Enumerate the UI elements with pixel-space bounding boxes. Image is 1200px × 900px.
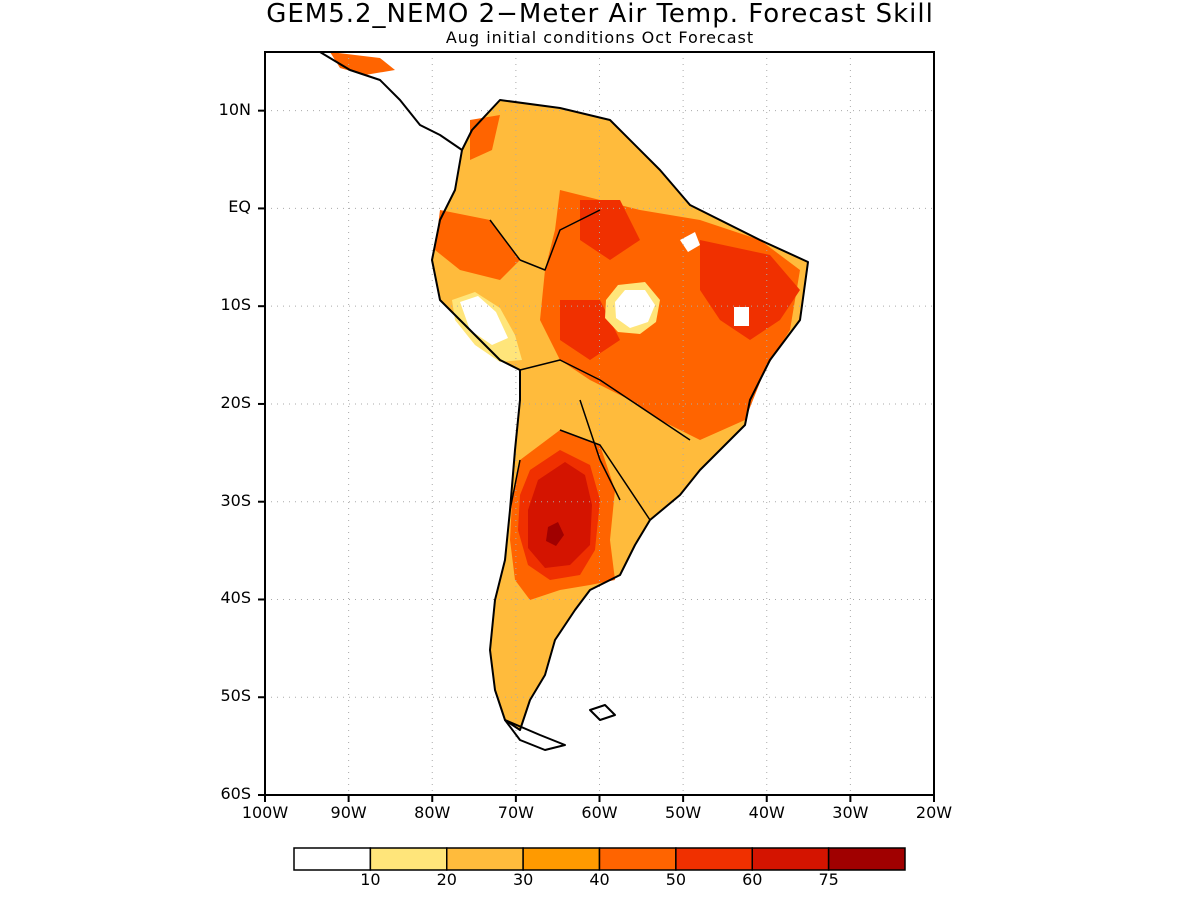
lon-tick-label: 90W (330, 803, 367, 822)
lon-tick-label: 70W (497, 803, 534, 822)
lat-tick-label: EQ (228, 197, 251, 217)
colorbar (293, 847, 906, 871)
skill-50-region-north (470, 115, 500, 160)
colorbar-level-label: 60 (742, 870, 763, 889)
lat-tick-label: 30S (220, 490, 251, 510)
skill-low-region-eq (680, 232, 700, 252)
colorbar-level-label: 50 (665, 870, 687, 889)
skill-max-region-argentina (546, 522, 564, 546)
axis-ticks (258, 109, 935, 802)
lon-tick-label: 50W (665, 803, 702, 822)
colorbar-segment (446, 847, 524, 871)
falklands-coastline (589, 704, 616, 721)
lat-tick-label: 40S (220, 588, 251, 608)
colorbar-segment (827, 847, 906, 871)
south-america-coastline (431, 99, 809, 731)
skill-shading (330, 52, 808, 730)
central-america-coastline (319, 52, 463, 151)
colorbar-segment (598, 847, 677, 871)
skill-low-region-ne (734, 307, 749, 326)
lat-tick-label: 20S (220, 392, 251, 412)
skill-60-region-brazil (700, 240, 800, 340)
colorbar-segment (369, 847, 448, 871)
colorbar-level-label: 40 (589, 870, 610, 889)
skill-60-region-central (560, 300, 620, 360)
skill-50-region-peru (435, 210, 520, 280)
skill-75-region-argentina (528, 462, 592, 568)
lon-tick-label: 20W (915, 803, 953, 822)
colorbar-segment (751, 847, 830, 871)
colorbar-level-label: 20 (436, 870, 457, 889)
colorbar-segment (293, 847, 372, 871)
tierra-del-fuego-coastline (504, 719, 566, 751)
skill-low-region-center-white (615, 290, 655, 328)
lat-tick-label: 50S (220, 686, 251, 706)
skill-central-america (330, 52, 395, 75)
colorbar-level-label: 30 (512, 870, 534, 889)
land-base-fill (432, 100, 808, 730)
lon-tick-label: 100W (241, 803, 289, 822)
map-subtitle: Aug initial conditions Oct Forecast (445, 28, 755, 47)
lon-tick-label: 60W (581, 803, 618, 822)
skill-60-region-amazon (580, 200, 640, 260)
colorbar-level-label: 10 (360, 870, 381, 889)
colorbar-segment (522, 847, 601, 871)
colorbar-level-label: 75 (818, 870, 839, 889)
country-borders (489, 209, 691, 521)
lon-tick-label: 40W (748, 803, 785, 822)
colorbar-segment (675, 847, 753, 871)
coastlines (319, 52, 809, 751)
map-title: GEM5.2_NEMO 2−Meter Air Temp. Forecast S… (266, 0, 934, 29)
skill-low-region-peru-white (460, 296, 508, 345)
lat-tick-label: 60S (220, 784, 251, 803)
lon-tick-label: 30W (832, 803, 869, 822)
lat-tick-label: 10N (218, 99, 251, 119)
lon-tick-label: 80W (414, 803, 451, 822)
lat-tick-label: 10S (220, 295, 251, 315)
